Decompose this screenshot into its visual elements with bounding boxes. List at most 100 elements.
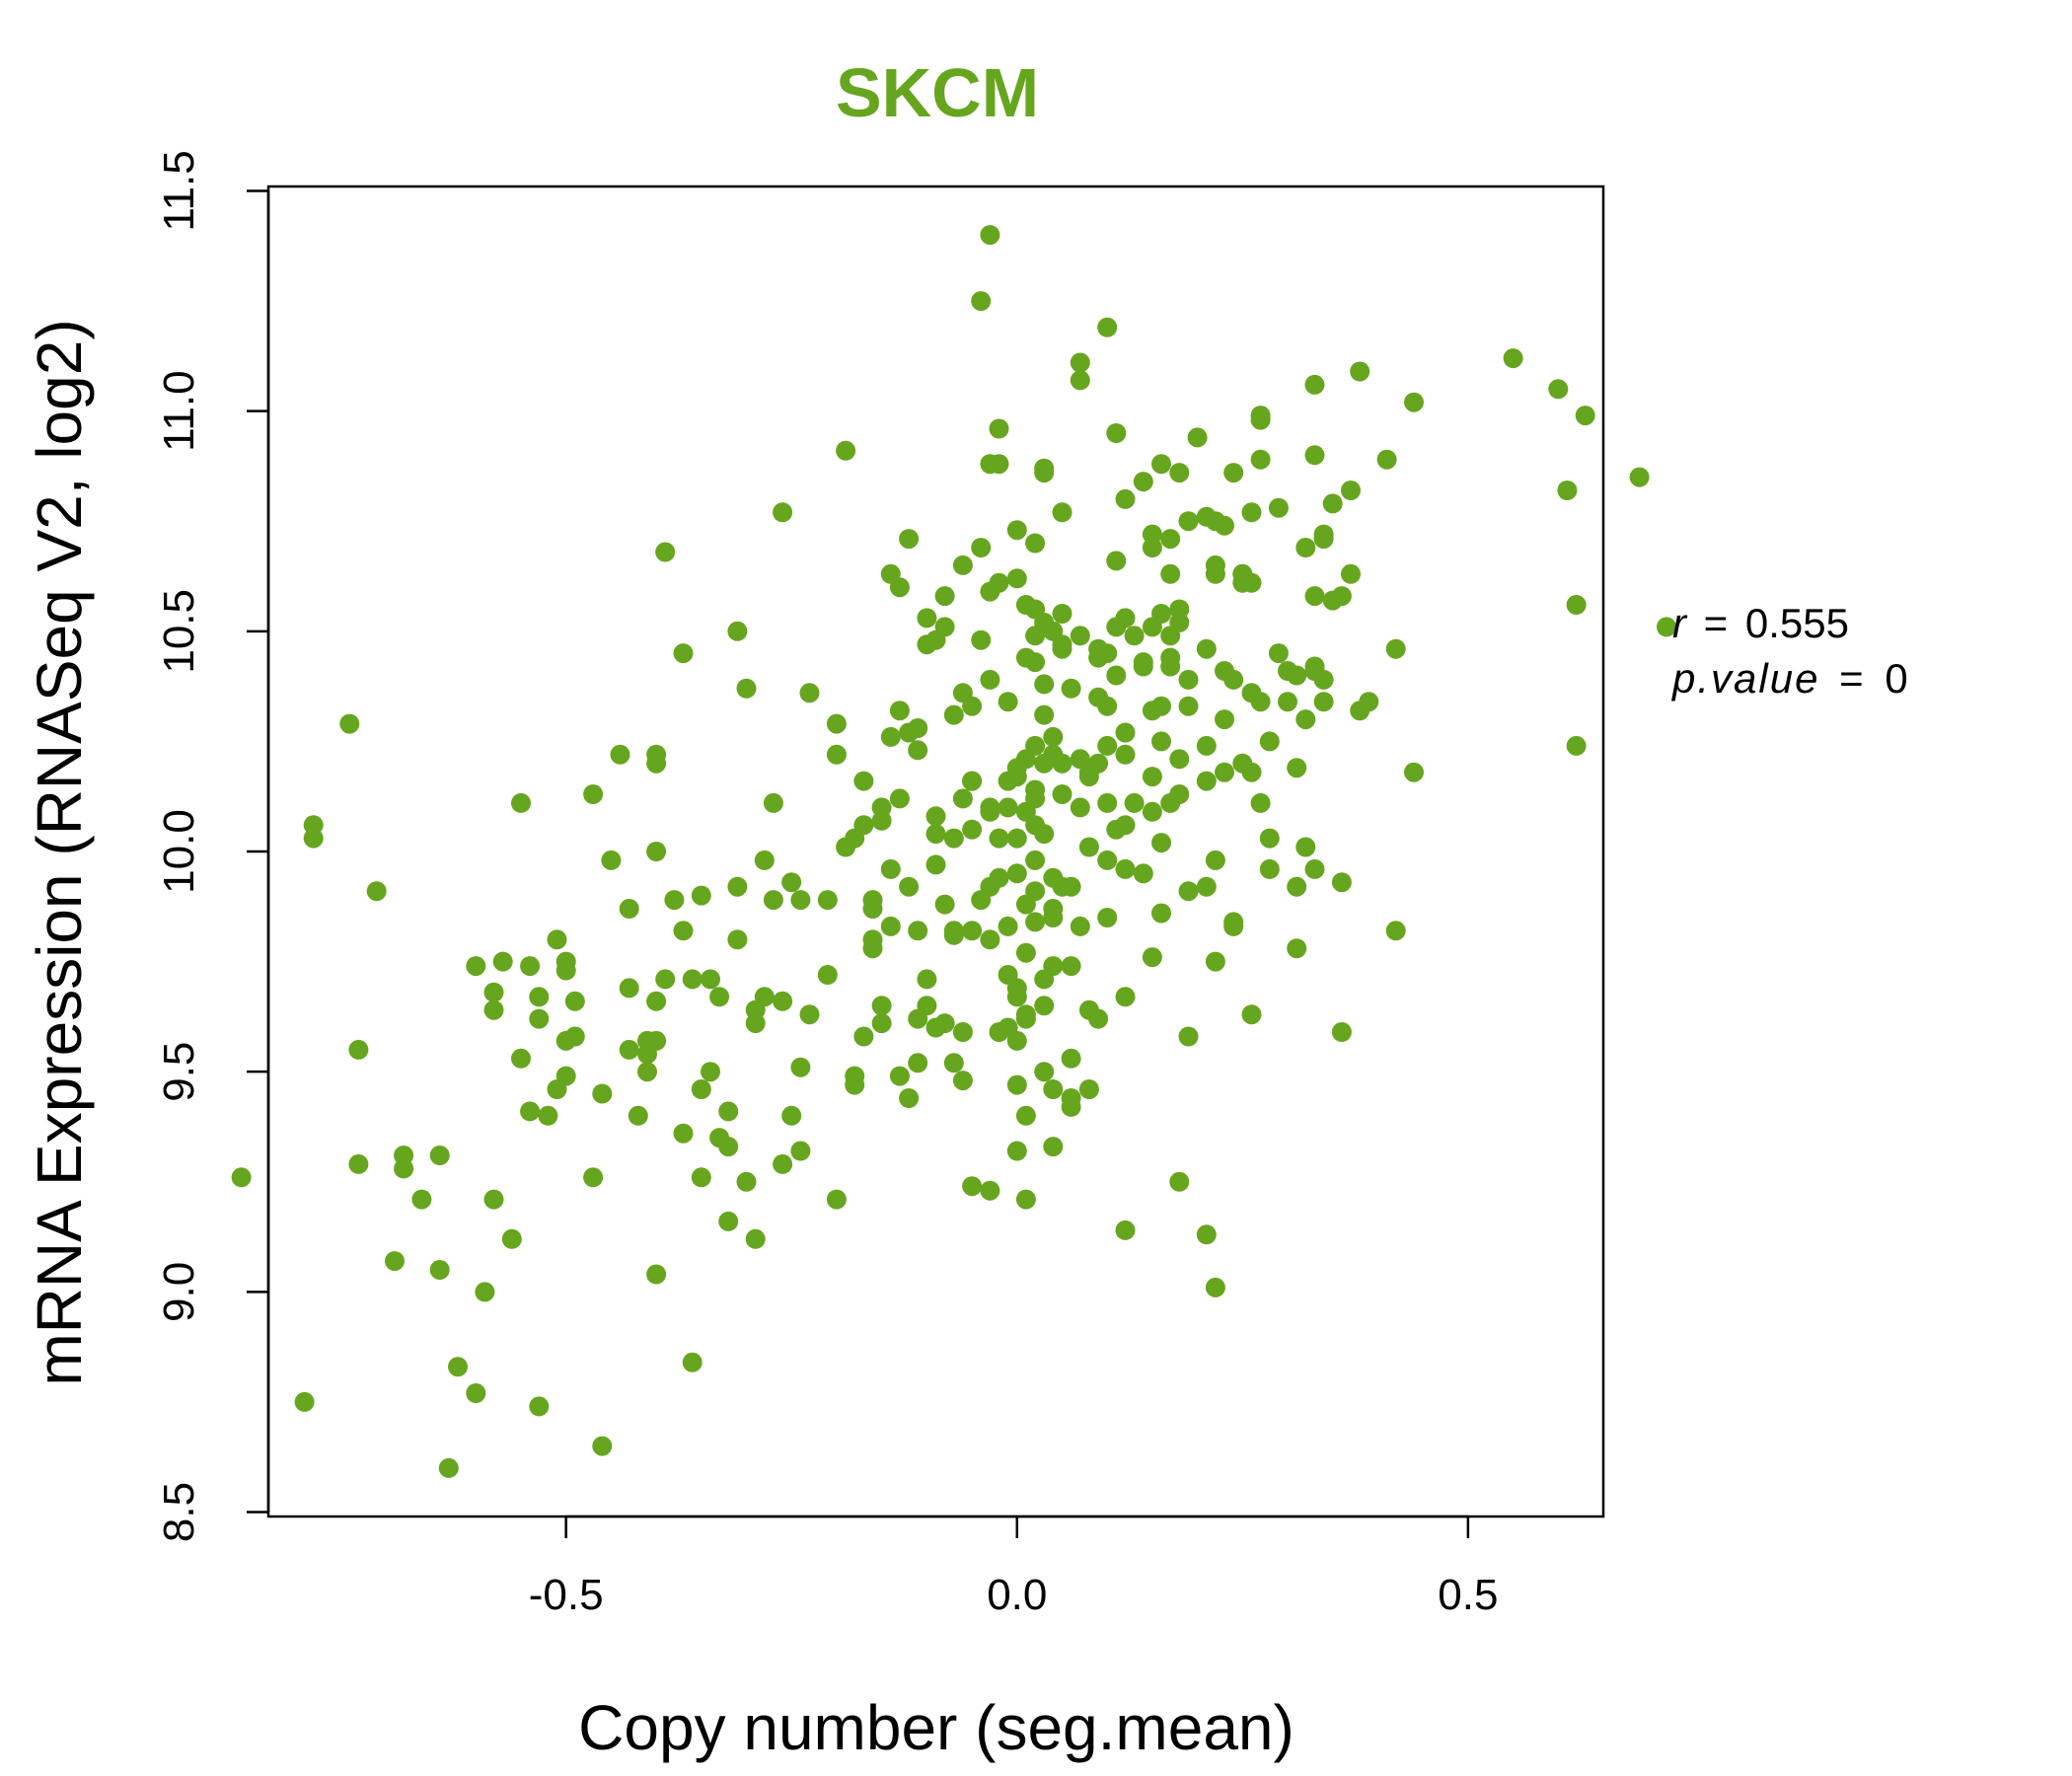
data-point — [1629, 467, 1650, 487]
data-point — [564, 1026, 585, 1047]
data-point — [520, 1101, 541, 1122]
data-point — [1250, 409, 1271, 430]
data-point — [610, 744, 630, 765]
data-point — [1196, 1224, 1217, 1245]
data-point — [862, 938, 883, 959]
data-point — [1015, 1189, 1036, 1210]
data-point — [871, 1013, 892, 1034]
x-tick-label: 0.0 — [987, 1571, 1047, 1619]
data-point — [745, 1228, 766, 1249]
data-point — [980, 929, 1000, 950]
p-value: 0 — [1885, 655, 1909, 702]
data-point — [799, 683, 820, 703]
data-point — [673, 1123, 694, 1144]
data-point — [1097, 643, 1118, 664]
data-point — [1097, 735, 1118, 756]
data-point — [1160, 529, 1181, 550]
data-point — [1178, 669, 1199, 690]
data-point — [1142, 767, 1162, 787]
data-point — [727, 876, 748, 897]
y-axis: 8.5 9.0 9.5 10.0 10.5 11.0 11.5 — [155, 150, 270, 1542]
data-point — [799, 1004, 820, 1025]
data-point — [1322, 493, 1343, 514]
data-point — [1278, 692, 1297, 712]
data-point — [1178, 696, 1199, 716]
data-point — [529, 1396, 550, 1417]
data-point — [1268, 643, 1289, 664]
data-point — [989, 454, 1009, 475]
stats-annotation: r = 0.555 p.value = 0 — [1670, 600, 1909, 702]
data-point — [529, 987, 550, 1007]
data-point — [1151, 731, 1171, 752]
data-point — [1052, 784, 1073, 804]
data-point — [1070, 916, 1090, 936]
data-point — [934, 1013, 955, 1034]
r-value: 0.555 — [1745, 600, 1849, 646]
data-point — [483, 999, 504, 1020]
data-point — [736, 678, 757, 699]
data-point — [1196, 876, 1217, 897]
y-tick-label: 10.0 — [155, 809, 203, 894]
data-point — [1078, 837, 1099, 857]
data-point — [592, 1436, 613, 1456]
data-point — [583, 784, 604, 804]
data-point — [1223, 669, 1244, 690]
data-point — [1250, 449, 1271, 470]
y-tick-label: 9.0 — [155, 1262, 203, 1322]
data-point — [1341, 481, 1361, 500]
data-point — [366, 881, 387, 902]
data-point — [429, 1260, 450, 1280]
plot-frame — [266, 185, 1605, 1518]
data-point — [1566, 735, 1587, 756]
data-point — [1287, 665, 1307, 686]
data-point — [1287, 938, 1307, 959]
data-point — [511, 792, 531, 813]
data-point — [1015, 942, 1036, 963]
data-point — [862, 899, 883, 919]
data-point — [1088, 753, 1109, 774]
data-point — [1070, 370, 1090, 391]
data-point — [1133, 656, 1153, 677]
data-point — [1187, 427, 1208, 448]
data-point — [701, 1062, 720, 1082]
data-point — [1151, 903, 1171, 924]
data-point — [303, 828, 324, 849]
data-point — [773, 1153, 793, 1174]
data-point — [773, 991, 793, 1011]
data-point — [564, 991, 585, 1011]
data-point — [673, 921, 694, 941]
data-point — [971, 538, 992, 557]
data-point — [1025, 912, 1046, 932]
data-point — [628, 1105, 648, 1126]
data-point — [908, 740, 928, 761]
data-point — [1169, 599, 1190, 620]
data-point — [555, 960, 576, 981]
data-point — [601, 850, 622, 870]
data-point — [1223, 463, 1244, 483]
data-point — [1070, 352, 1090, 373]
data-point — [1313, 692, 1334, 712]
data-point — [1215, 515, 1234, 536]
data-point — [952, 788, 973, 809]
data-point — [989, 867, 1009, 888]
data-point — [619, 1039, 639, 1060]
data-point — [709, 987, 730, 1007]
data-point — [1169, 1171, 1190, 1192]
data-point — [1223, 916, 1244, 936]
data-point — [466, 956, 486, 977]
data-point — [1025, 533, 1046, 554]
data-point — [1259, 858, 1280, 879]
data-point — [889, 701, 910, 721]
data-point — [1169, 784, 1190, 804]
data-point — [1025, 735, 1046, 756]
data-point — [1557, 481, 1578, 500]
x-axis-label: Copy number (seg.mean) — [578, 1692, 1295, 1763]
y-axis-label: mRNA Expression (RNASeq V2, log2) — [24, 319, 95, 1385]
data-point — [1313, 669, 1334, 690]
data-point — [1061, 1048, 1081, 1069]
data-point — [673, 643, 694, 664]
data-point — [1043, 726, 1064, 747]
data-point — [934, 617, 955, 637]
data-point — [853, 1026, 874, 1047]
p-label: p.value — [1670, 655, 1819, 702]
